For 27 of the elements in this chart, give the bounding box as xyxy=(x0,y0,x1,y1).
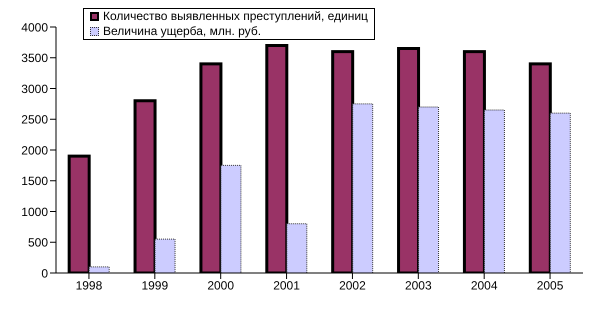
x-tick-label: 2004 xyxy=(470,278,498,293)
bar xyxy=(484,110,505,273)
bar xyxy=(550,112,571,273)
y-tick-label: 2000 xyxy=(21,143,48,158)
x-tick-label: 2005 xyxy=(536,278,564,293)
y-tick-label: 500 xyxy=(28,236,48,250)
x-tick-label: 2002 xyxy=(339,278,366,293)
x-tick-label: 2000 xyxy=(207,278,234,293)
legend-label: Количество выявленных преступлений, единиц xyxy=(103,9,368,24)
y-tick-label: 3500 xyxy=(21,51,48,66)
y-tick-label: 1500 xyxy=(21,174,48,188)
bar xyxy=(286,223,308,273)
y-tick-label: 2500 xyxy=(21,112,48,127)
bar xyxy=(220,164,242,273)
legend-label: Величина ущерба, млн. руб. xyxy=(103,24,262,39)
y-tick-label: 3000 xyxy=(21,82,48,96)
y-tick-label: 1000 xyxy=(21,204,48,219)
x-tick-label: 2003 xyxy=(404,278,432,293)
y-tick-label: 0 xyxy=(41,266,48,280)
bar xyxy=(88,266,110,273)
bar xyxy=(418,106,440,273)
x-tick-label: 2001 xyxy=(273,278,300,293)
y-tick-label: 4000 xyxy=(21,20,48,34)
bar xyxy=(352,103,374,273)
x-tick-label: 1999 xyxy=(141,278,168,293)
bar xyxy=(154,238,176,273)
x-tick-label: 1998 xyxy=(76,278,103,293)
